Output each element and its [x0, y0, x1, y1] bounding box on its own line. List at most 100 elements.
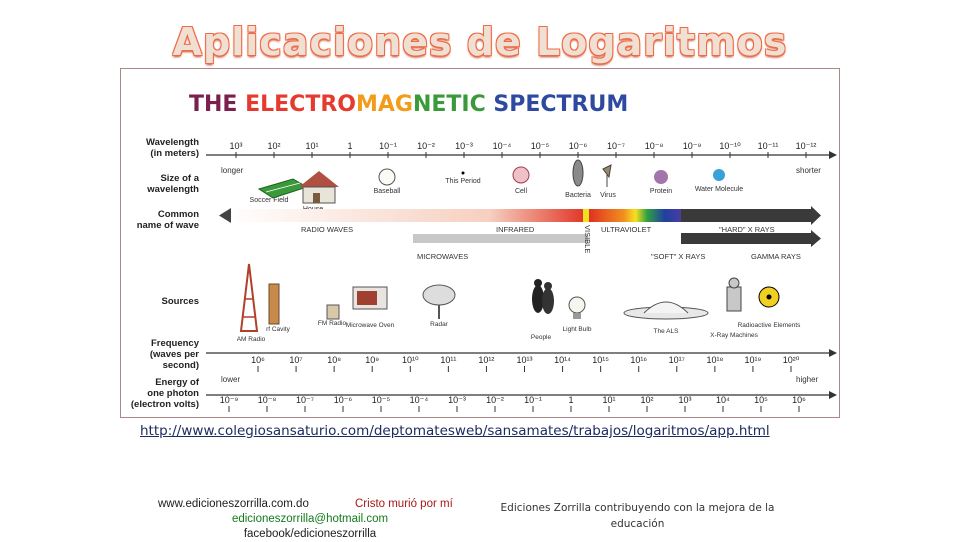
energy-tick-label: 10⁵	[754, 395, 768, 405]
radio-wave-arrow-left	[219, 208, 231, 223]
wavelength-tick-label: 10⁻⁴	[493, 141, 512, 151]
frequency-tick-label: 10¹¹	[440, 355, 456, 365]
frequency-axis-arrow	[829, 349, 837, 357]
wavelength-tick-label: 10¹	[305, 141, 318, 151]
cell-icon	[512, 166, 530, 184]
energy-tick-label: 10³	[678, 395, 691, 405]
wavelength-tick-label: 10⁻⁹	[683, 141, 702, 151]
row-label-frequency-0: Frequency	[151, 338, 200, 349]
frequency-tick-label: 10⁶	[251, 355, 265, 365]
period-icon	[461, 171, 465, 175]
wavelength-tick-label: 10³	[229, 141, 242, 151]
radar-icon	[422, 284, 456, 319]
wavelength-tick-label: 10⁻¹¹	[758, 141, 779, 151]
energy-tick-label: 10⁶	[792, 395, 806, 405]
light-bulb-icon	[568, 296, 586, 319]
row-label-energy-1: one photon	[147, 388, 199, 399]
xray-machine-icon	[726, 277, 742, 312]
gamma-rays-label: GAMMA RAYS	[751, 252, 801, 261]
radioactive-icon	[758, 286, 780, 308]
hard-xray-band	[681, 209, 811, 222]
bacteria-icon	[572, 159, 584, 187]
energy-tick-label: 10⁻¹	[524, 395, 542, 405]
row-label-wavelength-0: Wavelength	[146, 137, 199, 148]
frequency-tick-label: 10¹⁶	[630, 355, 647, 365]
energy-tick-label: 10⁻³	[448, 395, 466, 405]
energy-tick-label: 1	[568, 395, 573, 405]
frequency-tick-label: 10¹²	[478, 355, 494, 365]
source-label: Radioactive Elements	[738, 322, 802, 329]
row-label-common-0: Common	[158, 209, 199, 220]
spectrum-color-band	[226, 209, 811, 222]
heading-part-0: THE	[189, 92, 245, 117]
energy-lower-label: lower	[221, 375, 240, 384]
soft-xray-band	[681, 233, 811, 244]
size-object-label: Baseball	[374, 188, 401, 195]
gamma-arrow	[811, 230, 821, 247]
heading-part-4: SPECTRUM	[493, 92, 628, 117]
heading-part-2: MAG	[356, 92, 413, 117]
footer-email[interactable]: edicioneszorrilla@hotmail.com	[231, 513, 389, 525]
row-label-size-1: wavelength	[146, 184, 199, 195]
fm-radio-icon	[326, 304, 340, 320]
energy-tick-label: 10²	[640, 395, 653, 405]
microwave-oven-icon	[352, 286, 388, 310]
source-label: Light Bulb	[563, 326, 592, 333]
row-label-common-1: name of wave	[137, 220, 199, 231]
row-label-wavelength-1: (in meters)	[150, 148, 199, 159]
footer-website[interactable]: www.edicioneszorrilla.com.do	[158, 498, 309, 510]
energy-higher-label: higher	[796, 375, 819, 384]
size-object-label: Bacteria	[565, 192, 591, 199]
slide-title: Aplicaciones de Logaritmos	[172, 20, 788, 64]
spectrum-heading: THE ELECTROMAGNETIC SPECTRUM	[189, 92, 628, 117]
frequency-tick-label: 10⁹	[365, 355, 379, 365]
footer-tagline-line2: educación	[610, 518, 665, 530]
energy-tick-label: 10⁻⁴	[410, 395, 429, 405]
wavelength-tick-label: 10⁻¹⁰	[719, 141, 741, 151]
source-label: The ALS	[654, 328, 680, 335]
energy-tick-label: 10⁴	[716, 395, 730, 405]
heading-part-3: NETIC	[413, 92, 493, 117]
size-shorter-label: shorter	[796, 166, 821, 175]
source-label: People	[531, 334, 552, 341]
source-link[interactable]: http://www.colegiosansaturio.com/deptoma…	[140, 423, 770, 439]
wavelength-tick-label: 1	[347, 141, 352, 151]
spectrum-diagram: THE ELECTROMAGNETIC SPECTRUM Wavelength(…	[131, 92, 837, 412]
infrared-label: INFRARED	[496, 225, 535, 234]
virus-icon	[602, 164, 612, 187]
row-label-frequency-1: (waves per	[150, 349, 199, 360]
soft-xrays-label: "SOFT" X RAYS	[651, 252, 705, 261]
frequency-tick-label: 10¹⁵	[592, 355, 609, 365]
row-label-sources-0: Sources	[162, 296, 200, 307]
frequency-tick-label: 10¹⁸	[706, 355, 723, 365]
size-object-label: Protein	[650, 188, 672, 195]
size-object-label: Cell	[515, 188, 528, 195]
visible-band	[583, 209, 589, 222]
microwaves-label: MICROWAVES	[417, 252, 468, 261]
energy-tick-label: 10¹	[602, 395, 615, 405]
wavelength-tick-label: 10⁻⁷	[607, 141, 625, 151]
rf-cavity-icon	[268, 283, 280, 325]
heading-part-1: ELECTRO	[245, 92, 356, 117]
footer-facebook[interactable]: facebook/edicioneszorrilla	[243, 528, 377, 540]
footer-contact: www.edicioneszorrilla.com.do Cristo muri…	[150, 497, 480, 542]
footer-tagline: Ediciones Zorrilla contribuyendo con la …	[500, 500, 775, 532]
wavelength-tick-label: 10⁻⁵	[531, 141, 550, 151]
frequency-tick-label: 10⁸	[327, 355, 341, 365]
energy-tick-label: 10⁻²	[486, 395, 504, 405]
frequency-tick-label: 10²⁰	[783, 355, 800, 365]
energy-tick-label: 10⁻⁶	[334, 395, 353, 405]
wavelength-tick-label: 10⁻³	[455, 141, 473, 151]
frequency-tick-label: 10⁷	[289, 355, 302, 365]
source-label: Microwave Oven	[346, 322, 395, 329]
frequency-tick-label: 10¹⁰	[402, 355, 419, 365]
size-object-label: Water Molecule	[695, 186, 743, 193]
source-label: FM Radio	[318, 320, 347, 327]
people-icon	[532, 279, 554, 314]
size-object-label: Soccer Field	[250, 197, 289, 204]
wavelength-tick-label: 10⁻¹	[379, 141, 397, 151]
hard-xray-arrow	[811, 206, 821, 225]
wavelength-tick-label: 10⁻¹²	[796, 141, 817, 151]
house-icon	[299, 171, 339, 204]
microwave-band	[413, 234, 588, 243]
